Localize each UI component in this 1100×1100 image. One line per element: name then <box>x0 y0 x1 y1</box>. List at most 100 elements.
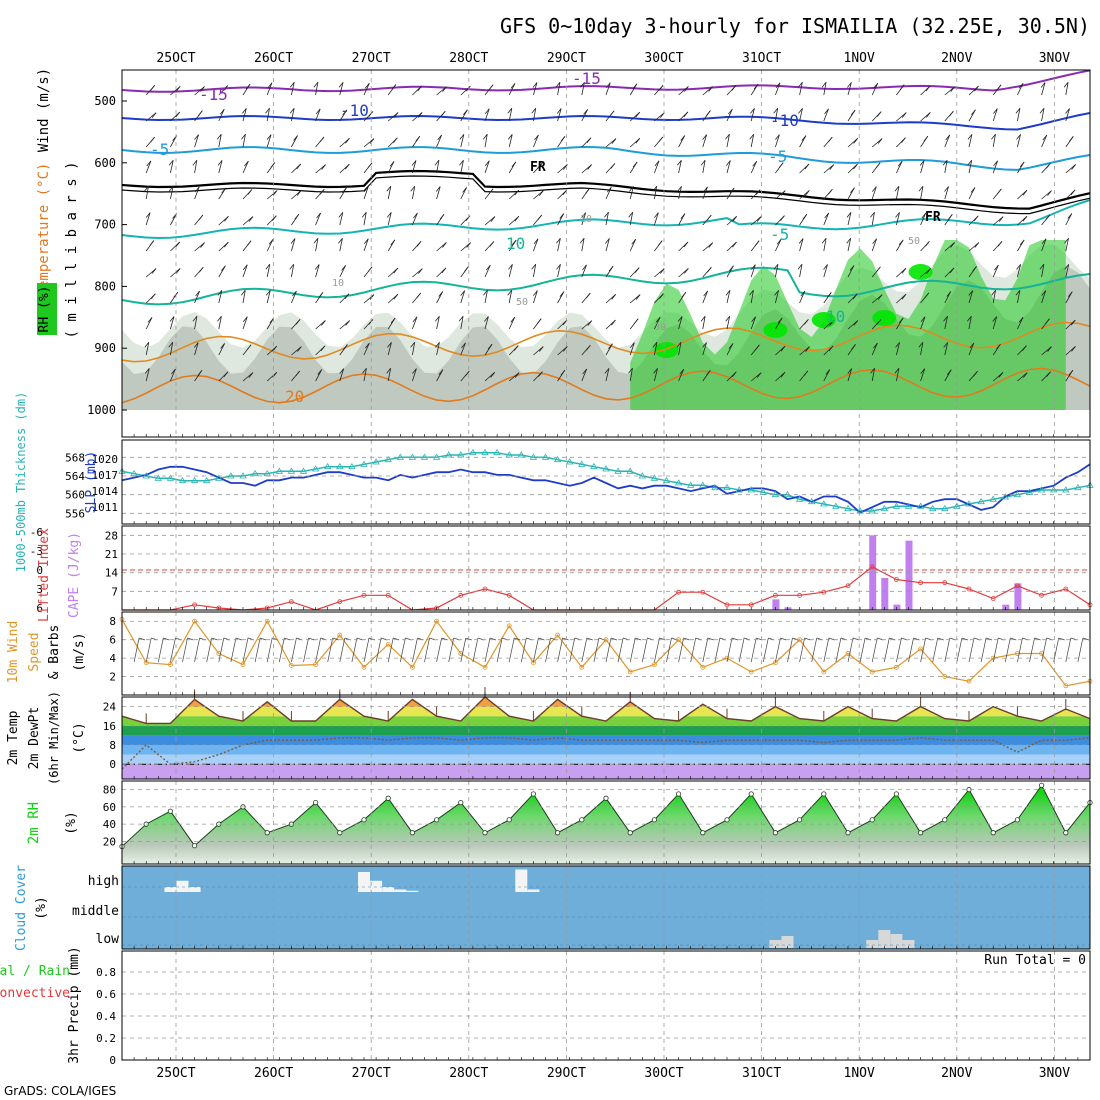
wind10-barb-flag <box>985 637 993 641</box>
wind-barb <box>145 317 153 330</box>
thickness-point <box>638 472 647 479</box>
wind-barb-flag <box>804 163 810 170</box>
wind-barb <box>581 212 587 226</box>
thickness-point <box>650 474 659 481</box>
wind-barb <box>896 186 900 200</box>
wind-barb-flag <box>319 189 325 195</box>
wind-barb <box>871 342 878 356</box>
thickness-point <box>130 469 138 477</box>
wind-barb <box>605 238 610 252</box>
contour-label-p10: 10 <box>826 307 845 326</box>
wind10-barb-flag <box>804 637 811 641</box>
wind-barb-flag <box>513 345 519 351</box>
wind-barb <box>799 108 803 122</box>
wind-barb-flag <box>1071 346 1076 352</box>
wind-barb <box>412 186 416 200</box>
wind-barb <box>702 342 707 356</box>
wind10-barb <box>799 637 805 663</box>
wind-barb <box>654 112 665 122</box>
wind-barb-flag <box>798 82 803 88</box>
wind-speed-point <box>313 662 319 667</box>
wind-barb-flag <box>587 320 593 326</box>
wind-barb-flag <box>873 82 879 89</box>
thickness-point <box>868 507 876 514</box>
wind-barb-flag <box>805 346 810 352</box>
wind-barb-flag <box>1039 107 1045 114</box>
lifted-index-point <box>918 580 923 586</box>
wind-barb-flag <box>511 239 517 246</box>
rh-point <box>1063 830 1069 836</box>
cloud-high-bar <box>164 887 177 892</box>
wind-barb <box>702 134 708 148</box>
wind10-barb-flag <box>707 637 714 641</box>
wind-barb-flag <box>242 264 248 270</box>
wind-barb <box>170 368 176 382</box>
wind-barb <box>387 368 392 382</box>
wind-barb-flag <box>585 188 590 194</box>
precip-tick: 0.6 <box>96 988 116 1001</box>
wind-barb-flag <box>826 292 832 298</box>
wind-barb-flag <box>853 320 859 326</box>
thickness-tick: 564 <box>65 470 85 483</box>
contour-freezing <box>121 169 1091 210</box>
wind-barb <box>242 160 249 174</box>
wind-barb-flag <box>466 242 471 248</box>
label-speed: Speed <box>27 632 42 671</box>
wind-barb-flag <box>265 264 271 270</box>
wind10-barb-flag <box>961 637 969 641</box>
cloud-low-bar <box>878 930 891 948</box>
thickness-point <box>1037 486 1046 493</box>
wind-barb-flag <box>633 318 639 324</box>
wind-barb-flag <box>973 215 979 222</box>
wind-barb-flag <box>998 216 1004 222</box>
wind-barb <box>920 186 924 200</box>
wind-speed-point <box>337 632 343 638</box>
wind-tick: 2 <box>109 671 116 684</box>
cape-bar <box>1014 583 1022 610</box>
wind-barb <box>266 108 270 122</box>
wind-barb <box>654 368 658 382</box>
wind-barb-flag <box>873 342 878 349</box>
wind-barb-flag <box>560 136 566 142</box>
wind-barb-flag <box>629 186 634 192</box>
wind-barb <box>750 316 756 330</box>
wind-barb-flag <box>533 238 539 245</box>
wind-barb-flag <box>412 316 418 323</box>
wind-barb-flag <box>926 112 931 118</box>
wind-barb-flag <box>680 213 686 219</box>
wind-barb-flag <box>247 189 253 195</box>
wind-barb-flag <box>486 264 491 271</box>
wind10-barb <box>533 637 539 663</box>
lifted-index-point <box>1039 592 1044 598</box>
thickness-point <box>190 476 199 484</box>
wind-barb-flag <box>193 342 199 348</box>
rh-tick: 40 <box>103 818 116 831</box>
wind-barb-flag <box>993 108 998 114</box>
wind-barb-flag <box>194 134 199 140</box>
wind-barb-flag <box>876 266 881 273</box>
wind-barb-flag <box>607 186 612 193</box>
wind-barb-flag <box>1018 83 1024 89</box>
wind-barb <box>702 316 706 330</box>
wind-barb-flag <box>901 267 907 274</box>
wind-barb <box>533 238 539 252</box>
wind-barb-flag <box>147 317 153 323</box>
panel-frames <box>121 69 1091 1061</box>
wind-barb-flag <box>870 211 875 218</box>
wind-barb-flag <box>386 367 391 374</box>
thickness-point <box>686 481 695 488</box>
temp-band <box>122 706 1090 717</box>
wind-barb-flag <box>850 187 855 193</box>
cape-bar <box>893 604 901 610</box>
wind-barb-flag <box>655 317 661 323</box>
wind-barb <box>654 160 660 174</box>
wind-barb-flag <box>846 238 851 244</box>
wind-barb-flag <box>798 238 804 244</box>
wind-barb-flag <box>459 134 465 140</box>
wind-barb <box>992 316 998 330</box>
wind-barb <box>944 160 948 174</box>
wind-barb <box>242 290 246 304</box>
label-2m-dewpt: 2m DewPt <box>27 707 42 770</box>
rh-point <box>990 830 996 836</box>
wind-barb-flag <box>610 163 616 169</box>
